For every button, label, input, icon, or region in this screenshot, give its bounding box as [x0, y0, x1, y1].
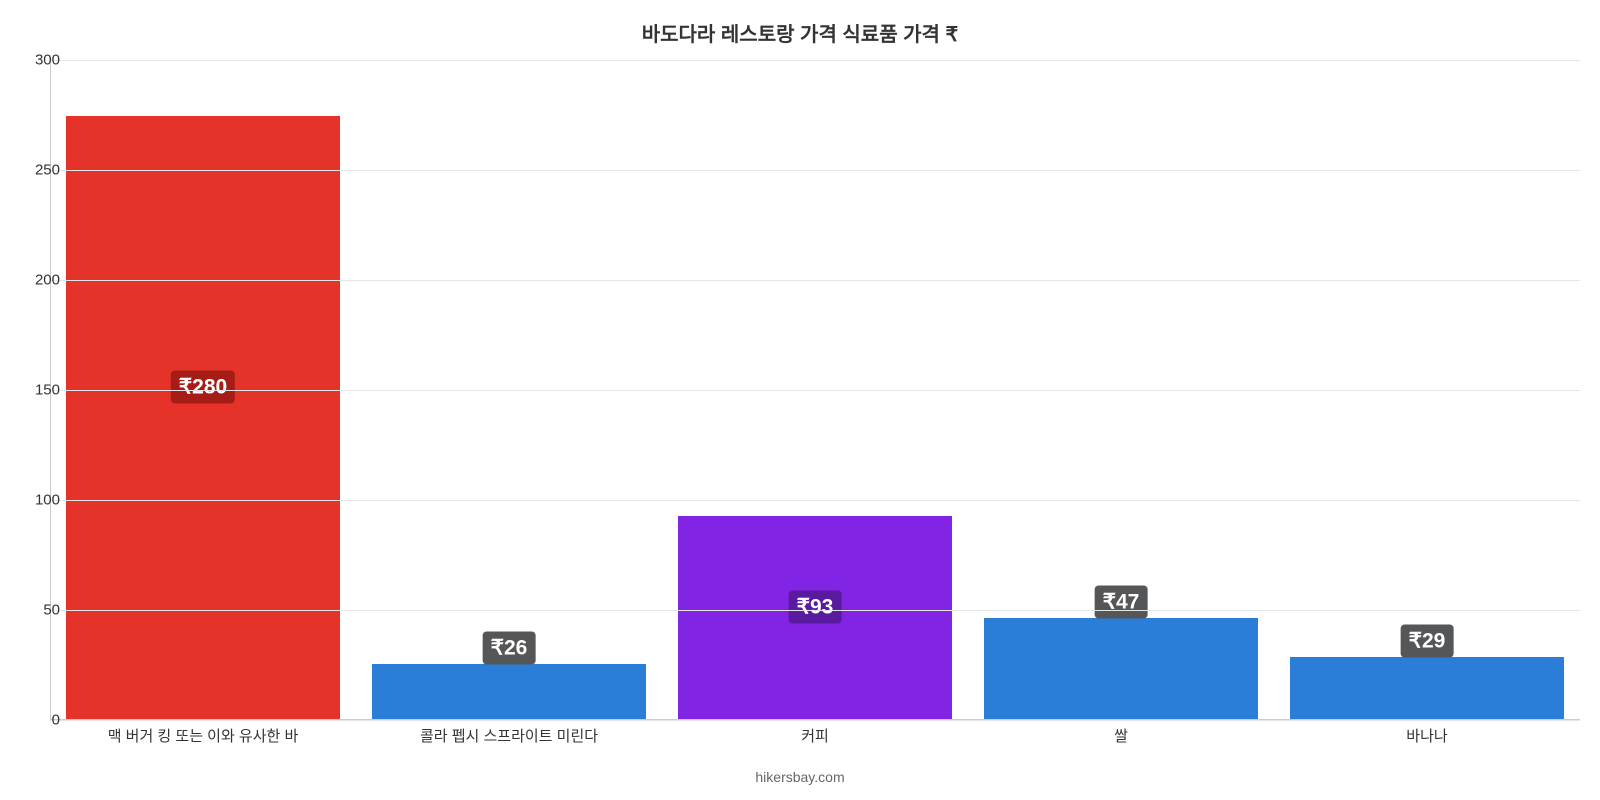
bar — [65, 115, 340, 720]
y-tick-label: 50 — [20, 602, 60, 619]
grid-line — [50, 610, 1580, 611]
grid-line — [50, 500, 1580, 501]
y-tick-label: 0 — [20, 712, 60, 729]
y-tick-label: 200 — [20, 272, 60, 289]
x-tick-label: 콜라 펩시 스프라이트 미린다 — [356, 725, 662, 746]
chart-title: 바도다라 레스토랑 가격 식료품 가격 ₹ — [0, 18, 1600, 47]
value-badge: ₹29 — [1401, 625, 1454, 658]
value-badge: ₹47 — [1095, 585, 1148, 618]
bar — [983, 617, 1258, 720]
price-bar-chart: 바도다라 레스토랑 가격 식료품 가격 ₹ ₹280 ₹26 ₹93 ₹47 ₹29 맥… — [0, 0, 1600, 800]
grid-line — [50, 60, 1580, 61]
value-badge: ₹26 — [483, 631, 536, 664]
x-tick-label: 바나나 — [1274, 725, 1580, 746]
value-badge: ₹93 — [789, 591, 842, 624]
x-axis-labels: 맥 버거 킹 또는 이와 유사한 바콜라 펩시 스프라이트 미린다커피쌀바나나 — [50, 725, 1580, 746]
bar — [371, 663, 646, 720]
y-tick-label: 150 — [20, 382, 60, 399]
x-axis-line — [50, 719, 1580, 720]
grid-line — [50, 720, 1580, 721]
y-tick-label: 250 — [20, 162, 60, 179]
x-tick-label: 커피 — [662, 725, 968, 746]
grid-line — [50, 390, 1580, 391]
x-tick-label: 쌀 — [968, 725, 1274, 746]
y-tick-label: 300 — [20, 52, 60, 69]
value-badge: ₹280 — [171, 371, 235, 404]
y-tick-label: 100 — [20, 492, 60, 509]
plot-area: ₹280 ₹26 ₹93 ₹47 ₹29 — [50, 60, 1580, 720]
grid-line — [50, 170, 1580, 171]
bar — [1289, 656, 1564, 720]
grid-line — [50, 280, 1580, 281]
x-tick-label: 맥 버거 킹 또는 이와 유사한 바 — [50, 725, 356, 746]
credit-text: hikersbay.com — [0, 769, 1600, 785]
